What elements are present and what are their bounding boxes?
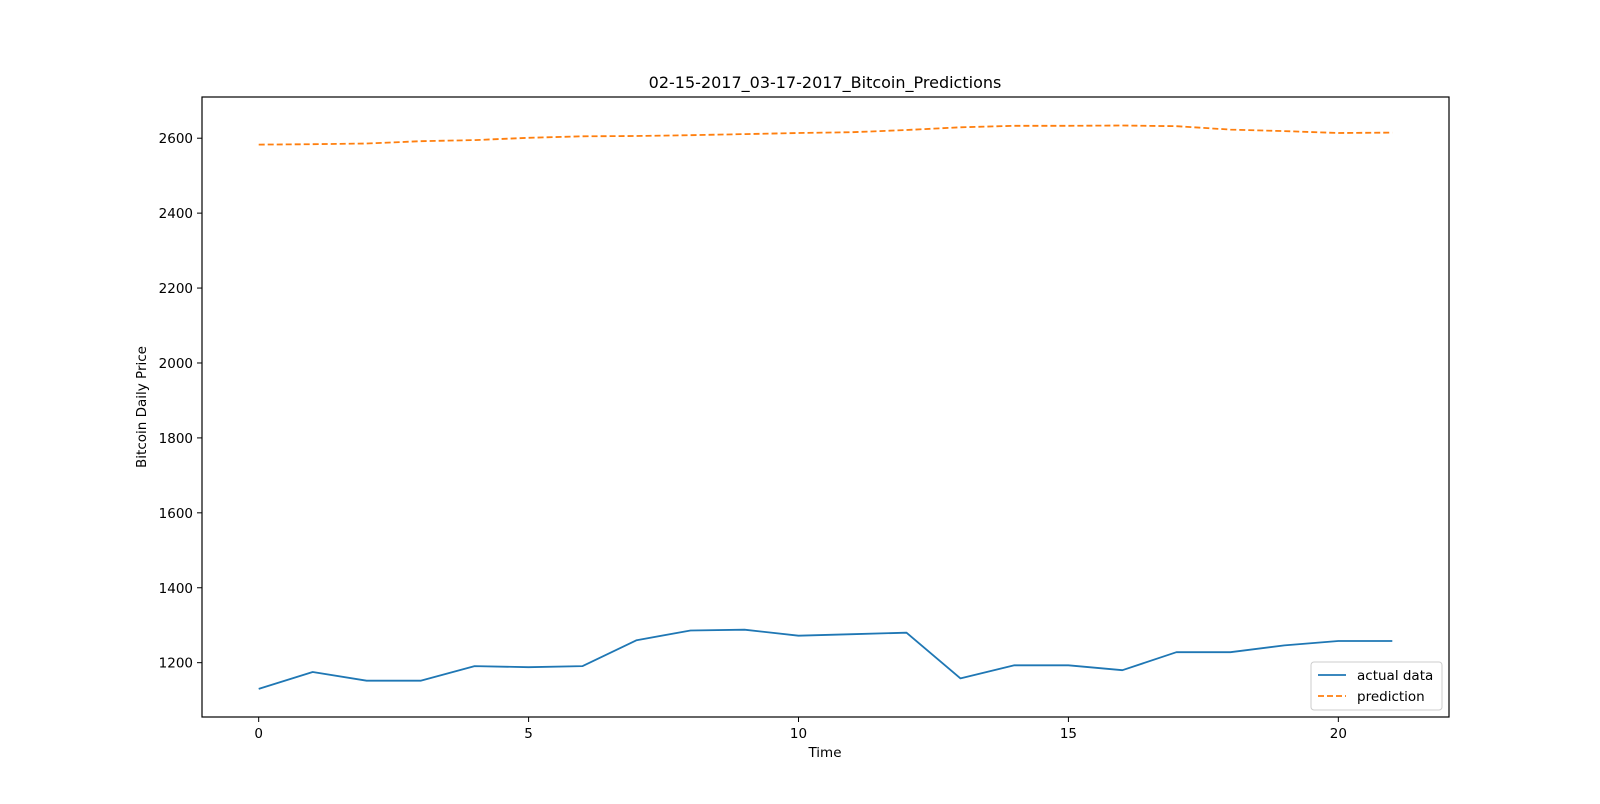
x-tick-label: 0 [254, 726, 263, 742]
x-tick-label: 10 [790, 726, 807, 742]
y-tick-label: 2200 [159, 281, 193, 297]
series-line-actual-data [258, 628, 1393, 690]
y-tick-label: 2400 [159, 206, 193, 222]
legend-label-actual-data: actual data [1357, 668, 1433, 684]
legend: actual data prediction [1310, 661, 1443, 711]
plot-area-frame [201, 96, 1450, 718]
y-tick-label: 1800 [159, 431, 193, 447]
x-tick-label: 15 [1060, 726, 1077, 742]
y-tick-label: 1400 [159, 581, 193, 597]
legend-frame [1310, 661, 1443, 711]
x-axis-label: Time [807, 745, 841, 761]
legend-label-prediction: prediction [1357, 689, 1425, 705]
x-tick-label: 20 [1330, 726, 1347, 742]
y-tick-label: 2000 [159, 356, 193, 372]
x-tick-label: 5 [524, 726, 533, 742]
y-tick-label: 1600 [159, 506, 193, 522]
chart-title: 02-15-2017_03-17-2017_Bitcoin_Prediction… [649, 73, 1002, 93]
y-tick-label: 1200 [159, 656, 193, 672]
series-line-prediction [258, 124, 1393, 146]
y-axis-label: Bitcoin Daily Price [134, 346, 150, 468]
y-tick-label: 2600 [159, 131, 193, 147]
